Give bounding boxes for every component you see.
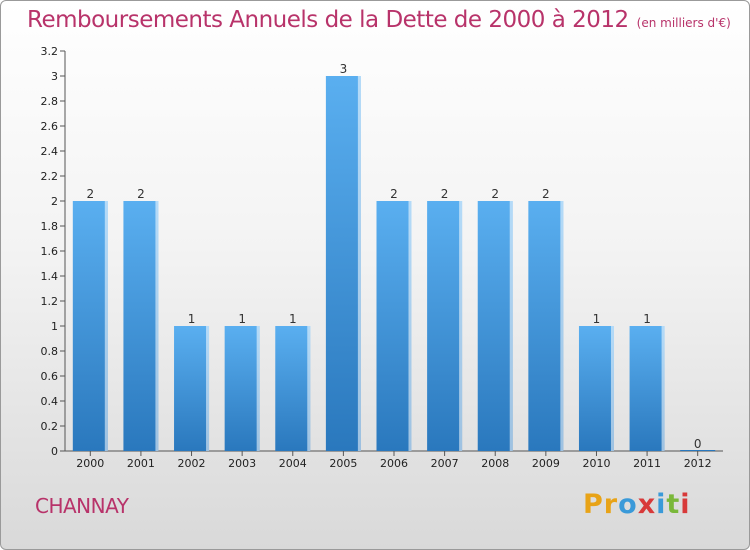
y-tick-label: 2.8 <box>41 95 59 108</box>
logo-letter: r <box>603 489 619 520</box>
x-tick-label: 2006 <box>380 457 408 470</box>
bar-highlight <box>206 326 210 451</box>
logo-letter: P <box>583 489 604 520</box>
bar[interactable] <box>72 201 108 451</box>
y-tick-label: 3 <box>51 70 58 83</box>
data-labels: 2 2 1 1 1 3 2 2 2 2 1 1 0 <box>86 62 701 451</box>
commune-name: CHANNAY <box>35 494 129 518</box>
bar[interactable] <box>224 326 260 451</box>
bar[interactable] <box>376 201 412 451</box>
bar[interactable] <box>528 201 564 451</box>
data-label: 2 <box>137 187 145 201</box>
bar[interactable] <box>477 201 513 451</box>
bar[interactable] <box>123 201 159 451</box>
logo-letter: t <box>666 489 681 520</box>
y-tick-label: 0.2 <box>41 420 59 433</box>
y-tick-label: 0.6 <box>41 370 59 383</box>
unit-label: (en milliers d'€) <box>636 16 731 30</box>
data-label: 2 <box>542 187 550 201</box>
x-tick-label: 2010 <box>582 457 610 470</box>
title-text: Remboursements Annuels de la Dette de 20… <box>27 7 629 33</box>
bar-highlight <box>560 201 564 451</box>
y-tick-label: 2 <box>51 195 58 208</box>
x-tick-label: 2001 <box>127 457 155 470</box>
chart-title: Remboursements Annuels de la Dette de 20… <box>27 7 731 33</box>
data-label: 2 <box>491 187 499 201</box>
x-tick-label: 2000 <box>76 457 104 470</box>
bar[interactable] <box>275 326 311 451</box>
logo-letter: o <box>618 489 638 520</box>
data-label: 1 <box>289 312 297 326</box>
bar-highlight <box>256 326 260 451</box>
data-label: 2 <box>86 187 94 201</box>
y-tick-label: 1.6 <box>41 245 59 258</box>
data-label: 1 <box>643 312 651 326</box>
data-label: 3 <box>340 62 348 76</box>
data-label: 2 <box>441 187 449 201</box>
x-tick-label: 2002 <box>178 457 206 470</box>
y-tick-label: 0.4 <box>41 395 59 408</box>
y-tick-label: 2.4 <box>41 145 59 158</box>
axes: 0 0.2 0.4 0.6 0.8 1 1.2 1.4 1.6 1.8 2 2.2 2.4 2.6 2.8 3… <box>41 45 723 470</box>
logo-letter: i <box>680 489 691 520</box>
bar-highlight <box>155 201 159 451</box>
bar[interactable] <box>629 326 665 451</box>
bar-highlight <box>357 76 361 451</box>
y-tick-label: 2.2 <box>41 170 59 183</box>
bar[interactable] <box>578 326 614 451</box>
y-tick-label: 0 <box>51 445 58 458</box>
bar-highlight <box>509 201 513 451</box>
x-tick-label: 2011 <box>633 457 661 470</box>
y-tick-label: 2.6 <box>41 120 59 133</box>
y-tick-label: 1.8 <box>41 220 59 233</box>
bars <box>72 76 716 451</box>
bar-highlight <box>459 201 463 451</box>
x-tick-label: 2007 <box>431 457 459 470</box>
x-tick-label: 2003 <box>228 457 256 470</box>
y-tick-label: 1.4 <box>41 270 59 283</box>
y-tick-label: 1.2 <box>41 295 59 308</box>
bar-highlight <box>661 326 665 451</box>
y-tick-label: 1 <box>51 320 58 333</box>
bar[interactable] <box>680 450 716 451</box>
bar-highlight <box>408 201 412 451</box>
x-tick-label: 2008 <box>481 457 509 470</box>
logo-letter: x <box>637 489 657 520</box>
data-label: 2 <box>390 187 398 201</box>
bar[interactable] <box>427 201 463 451</box>
data-label: 1 <box>188 312 196 326</box>
data-label: 1 <box>238 312 246 326</box>
bar-highlight <box>307 326 311 451</box>
x-tick-label: 2004 <box>279 457 307 470</box>
data-label: 0 <box>694 437 702 451</box>
bar-highlight <box>104 201 108 451</box>
data-label: 1 <box>593 312 601 326</box>
bar[interactable] <box>325 76 361 451</box>
proxiti-logo[interactable]: Proxiti <box>583 489 691 520</box>
x-tick-label: 2005 <box>329 457 357 470</box>
y-tick-label: 0.8 <box>41 345 59 358</box>
bar[interactable] <box>174 326 210 451</box>
y-tick-label: 3.2 <box>41 45 59 58</box>
x-tick-label: 2012 <box>684 457 712 470</box>
logo-letter: i <box>656 489 667 520</box>
bar-highlight <box>610 326 614 451</box>
x-tick-label: 2009 <box>532 457 560 470</box>
